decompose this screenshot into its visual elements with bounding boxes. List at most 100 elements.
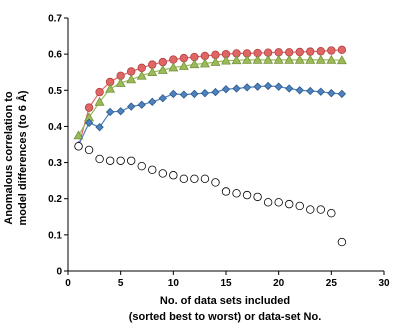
point-triangle <box>115 77 126 87</box>
point-diamond <box>158 94 167 103</box>
point-diamond <box>179 90 189 99</box>
point-triangle <box>284 54 295 64</box>
point-open-circle <box>316 205 325 214</box>
point-open-circle <box>274 198 283 207</box>
point-diamond <box>84 118 94 127</box>
point-open-circle <box>295 201 304 211</box>
point-triangle <box>136 70 147 80</box>
x-tick-label: 20 <box>273 278 285 289</box>
point-open-circle <box>169 171 178 180</box>
point-open-circle <box>306 205 315 214</box>
point-diamond <box>137 100 146 109</box>
point-triangle <box>126 74 137 84</box>
point-diamond <box>316 87 325 96</box>
point-open-circle <box>242 190 252 200</box>
point-triangle <box>315 54 326 64</box>
y-tick-label: 0.3 <box>48 158 62 169</box>
y-axis-title-line-1: Anomalous correlation to <box>3 91 15 225</box>
point-triangle <box>105 83 116 93</box>
point-diamond <box>306 86 315 96</box>
point-diamond <box>337 89 347 99</box>
point-triangle <box>252 54 263 64</box>
point-diamond <box>169 89 178 99</box>
point-diamond <box>95 122 104 132</box>
point-open-circle <box>116 156 125 165</box>
point-triangle <box>94 96 105 106</box>
point-circle <box>84 103 94 112</box>
point-diamond <box>127 102 136 111</box>
point-triangle <box>73 130 84 140</box>
axes: 0 0.1 0.2 0.3 0.4 0.5 0.6 0.7 0 5 10 15 20 25 30 <box>48 14 390 290</box>
point-triangle <box>305 54 316 64</box>
point-circle <box>137 63 146 73</box>
y-tick-label: 0.7 <box>48 14 62 25</box>
point-open-circle <box>221 187 231 196</box>
point-open-circle <box>126 156 136 165</box>
point-circle <box>126 67 136 76</box>
point-triangle <box>273 54 284 64</box>
point-open-circle <box>179 174 189 184</box>
y-axis-title-line-2: model differences (to 6 Å) <box>16 90 29 225</box>
point-open-circle <box>327 208 336 218</box>
point-open-circle <box>84 145 94 155</box>
point-triangle <box>221 55 231 65</box>
point-open-circle <box>190 174 199 184</box>
point-diamond <box>242 83 252 92</box>
point-diamond <box>200 89 210 98</box>
point-triangle <box>147 67 158 77</box>
series-triangle <box>73 54 347 140</box>
point-triangle <box>199 58 210 68</box>
point-circle <box>169 55 178 64</box>
point-triangle <box>326 54 337 64</box>
point-diamond <box>274 82 283 91</box>
point-diamond <box>148 97 157 107</box>
point-open-circle <box>74 142 83 151</box>
point-diamond <box>211 87 220 97</box>
point-diamond <box>295 86 304 95</box>
point-circle <box>158 57 167 67</box>
point-triangle <box>231 55 242 65</box>
x-tick-label: 0 <box>65 278 71 289</box>
point-open-circle <box>337 237 347 247</box>
series-line-diamond <box>77 85 342 146</box>
point-diamond <box>285 84 294 93</box>
x-tick-label: 25 <box>326 278 338 289</box>
x-axis-title-line-2: (sorted best to worst) or data-set No. <box>129 311 322 323</box>
series-line-circle <box>77 49 342 147</box>
point-open-circle <box>200 174 210 184</box>
y-tick-label: 0.5 <box>48 86 62 97</box>
point-open-circle <box>285 199 294 209</box>
point-triangle <box>157 64 168 74</box>
point-circle <box>179 53 189 63</box>
point-triangle <box>168 62 179 72</box>
point-circle <box>337 45 347 55</box>
point-diamond <box>116 107 125 116</box>
x-tick-label: 5 <box>118 278 124 289</box>
point-diamond <box>232 84 241 93</box>
y-tick-label: 0.6 <box>48 50 62 61</box>
point-circle <box>316 47 325 56</box>
point-open-circle <box>148 165 157 174</box>
x-tick-label: 30 <box>378 278 390 289</box>
y-tick-label: 0.4 <box>48 122 62 133</box>
point-circle <box>295 47 304 57</box>
point-circle <box>306 47 315 56</box>
point-circle <box>327 46 336 55</box>
point-triangle <box>242 54 253 64</box>
series-layer <box>73 45 347 247</box>
point-diamond <box>105 107 115 117</box>
point-open-circle <box>105 156 115 165</box>
point-open-circle <box>263 198 273 207</box>
point-diamond <box>221 85 231 94</box>
x-tick-label: 10 <box>168 278 180 289</box>
point-triangle <box>263 54 274 64</box>
point-triangle <box>178 60 189 70</box>
y-tick-label: 0.2 <box>48 194 62 205</box>
point-diamond <box>253 82 262 91</box>
point-circle <box>95 87 104 97</box>
x-tick-label: 15 <box>220 278 232 289</box>
point-open-circle <box>211 178 220 187</box>
point-open-circle <box>95 154 104 164</box>
series-line-triangle <box>77 59 342 136</box>
